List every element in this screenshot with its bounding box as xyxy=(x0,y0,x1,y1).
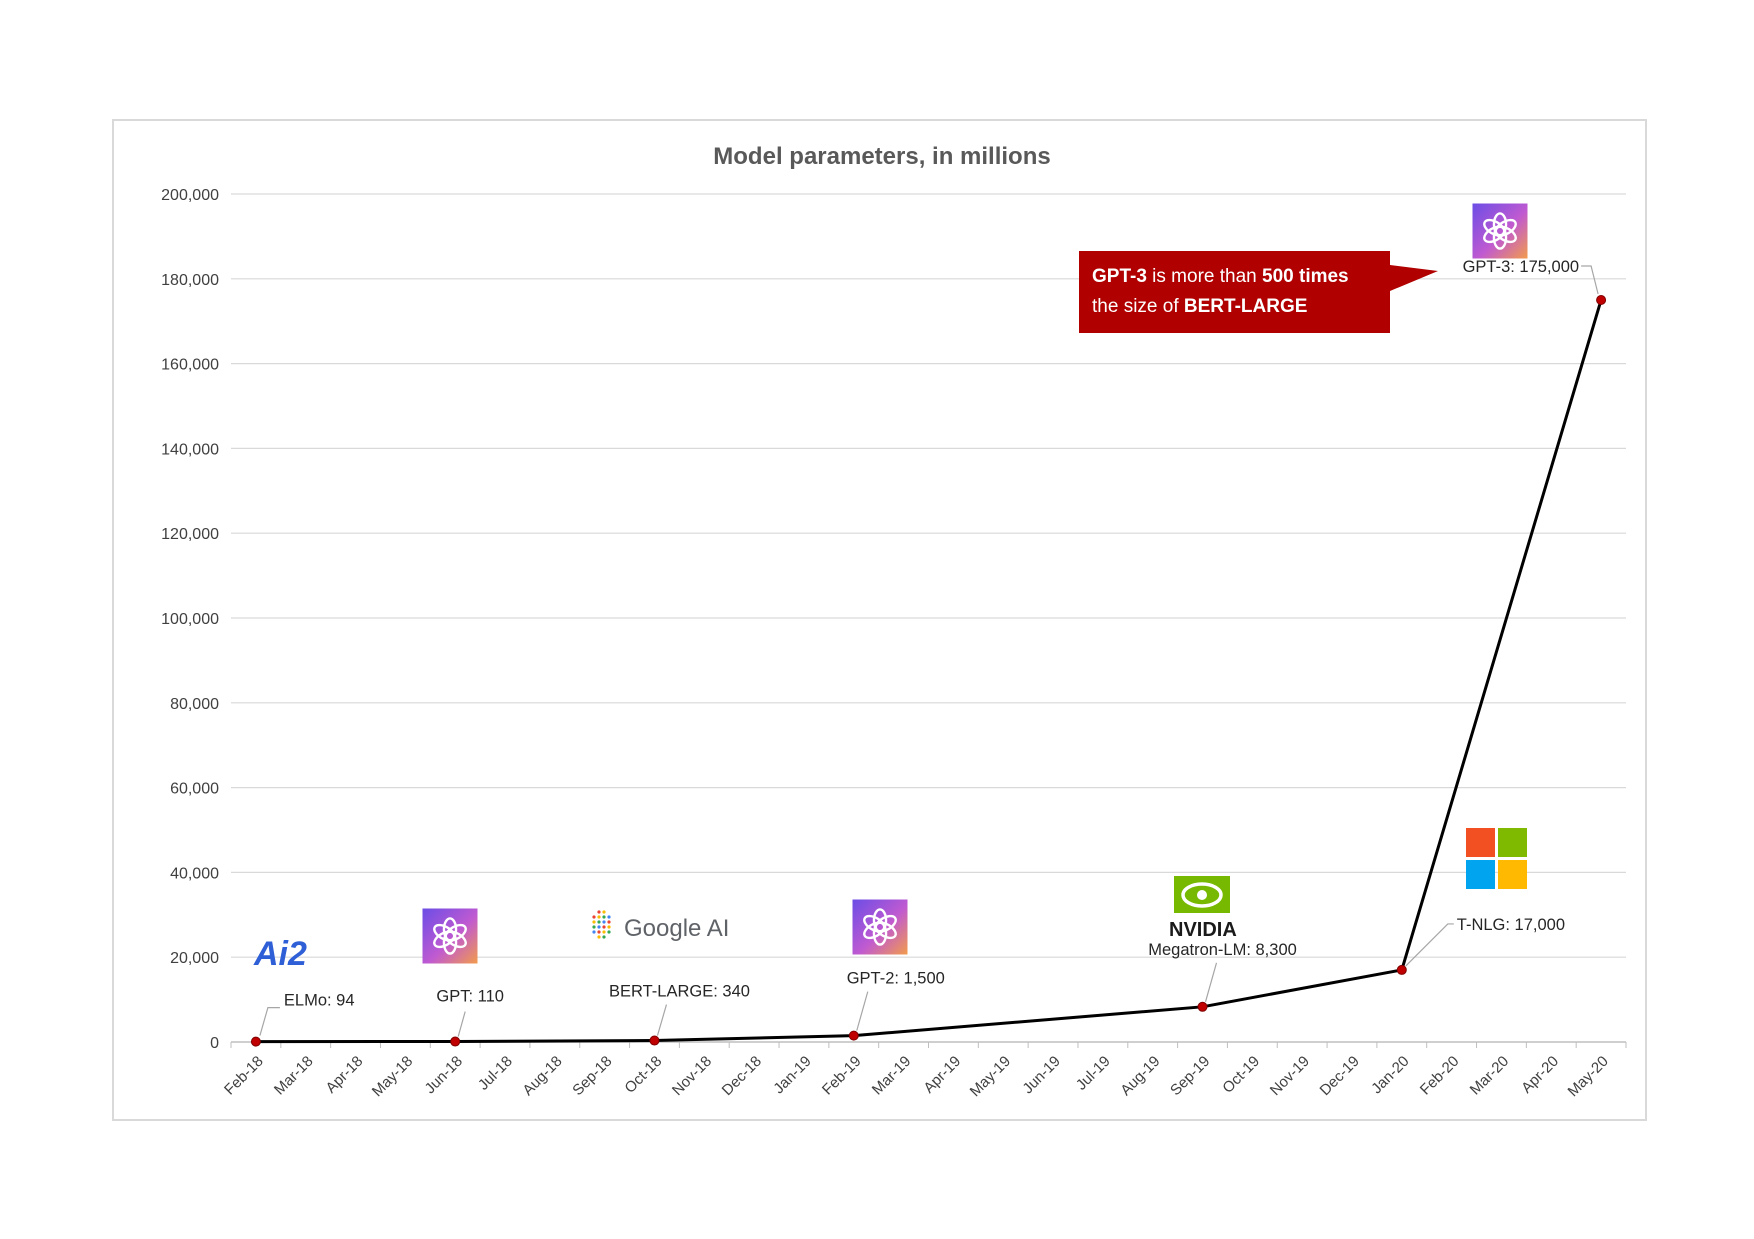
x-tick-label: Apr-19 xyxy=(920,1053,964,1097)
x-tick-label: Oct-19 xyxy=(1219,1053,1263,1097)
leader-line xyxy=(1204,962,1218,1002)
y-tick-label: 180,000 xyxy=(161,272,219,289)
callout-box xyxy=(1079,251,1438,333)
data-label: Megatron-LM: 8,300 xyxy=(1148,941,1297,959)
x-tick-label: Mar-20 xyxy=(1467,1053,1513,1099)
data-point-marker xyxy=(848,1030,859,1041)
x-tick-label: Sep-19 xyxy=(1167,1053,1213,1099)
microsoft-logo xyxy=(1466,828,1527,889)
leader-line xyxy=(656,1004,668,1036)
chart-title: Model parameters, in millions xyxy=(713,143,1050,170)
data-point-marker xyxy=(450,1036,461,1047)
y-tick-label: 20,000 xyxy=(170,950,219,967)
callout-line1: GPT-3 is more than 500 times xyxy=(1092,266,1349,287)
y-tick-label: 100,000 xyxy=(161,611,219,628)
callout-line2-text: the size of xyxy=(1092,296,1184,317)
svg-text:Google AI: Google AI xyxy=(624,915,729,942)
data-label: GPT-3: 175,000 xyxy=(1463,258,1580,276)
y-tick-label: 80,000 xyxy=(170,696,219,713)
x-tick-label: Aug-19 xyxy=(1117,1053,1163,1099)
x-tick-label: Jan-19 xyxy=(770,1053,814,1097)
leader-line xyxy=(856,991,869,1031)
x-tick-label: Apr-20 xyxy=(1518,1053,1562,1097)
x-tick-label: Nov-19 xyxy=(1267,1053,1313,1099)
x-tick-label: Jan-20 xyxy=(1368,1053,1412,1097)
x-tick-label: Mar-18 xyxy=(271,1053,317,1099)
x-tick-label: Jul-19 xyxy=(1073,1053,1114,1094)
x-tick-label: Dec-18 xyxy=(719,1053,765,1099)
data-label: ELMo: 94 xyxy=(284,992,355,1010)
y-tick-label: 200,000 xyxy=(161,187,219,204)
data-point-marker xyxy=(649,1035,660,1046)
callout-bold-gpt3: GPT-3 xyxy=(1092,266,1147,287)
data-point-marker xyxy=(1197,1001,1208,1012)
line-chart: Model parameters, in millions 0 20,000 40,… xyxy=(161,143,1627,1100)
openai-logo xyxy=(852,899,908,955)
ai2-logo: Ai2 xyxy=(253,935,307,973)
data-point-marker xyxy=(1396,964,1407,975)
leader-line xyxy=(457,1011,466,1037)
chart-frame: Model parameters, in millions 0 20,000 40,… xyxy=(112,119,1647,1121)
x-tick-label: Dec-19 xyxy=(1317,1053,1363,1099)
leader-line xyxy=(1405,923,1454,967)
data-label: T-NLG: 17,000 xyxy=(1457,916,1565,934)
data-label: GPT-2: 1,500 xyxy=(847,970,945,988)
google-ai-logo: Google AI xyxy=(592,910,729,942)
x-tick-label: Jun-18 xyxy=(422,1053,466,1097)
y-tick-label: 40,000 xyxy=(170,865,219,882)
data-labels: ELMo: 94 GPT: 110 BERT-LARGE: 340 GPT-2: 1,… xyxy=(284,258,1579,1010)
x-tick-label: Feb-20 xyxy=(1417,1053,1463,1099)
y-tick-label: 60,000 xyxy=(170,781,219,798)
openai-logo xyxy=(422,908,478,964)
nvidia-logo: NVIDIA xyxy=(1169,876,1237,941)
x-tick-label: Sep-18 xyxy=(569,1053,615,1099)
callout: GPT-3 is more than 500 times the size of… xyxy=(1079,251,1438,333)
y-axis-ticks: 0 20,000 40,000 60,000 80,000 100,000 120,000 1… xyxy=(161,187,219,1052)
x-tick-label: May-18 xyxy=(369,1053,416,1100)
x-tick-label: Feb-18 xyxy=(221,1053,267,1099)
y-tick-label: 0 xyxy=(210,1035,219,1052)
x-tick-label: Mar-19 xyxy=(869,1053,915,1099)
x-tick-label: Feb-19 xyxy=(819,1053,865,1099)
leader-line xyxy=(1581,265,1599,295)
label-leader-lines xyxy=(259,265,1599,1037)
y-tick-label: 140,000 xyxy=(161,441,219,458)
y-tick-label: 160,000 xyxy=(161,357,219,374)
data-markers xyxy=(250,295,1607,1047)
callout-mid-text: is more than xyxy=(1147,266,1262,287)
leader-line xyxy=(259,1007,280,1036)
data-label: GPT: 110 xyxy=(436,988,504,1006)
svg-text:NVIDIA: NVIDIA xyxy=(1169,919,1237,941)
x-tick-label: Aug-18 xyxy=(519,1053,565,1099)
model-logos: Ai2 Google AI NVIDIA xyxy=(253,203,1528,973)
x-tick-label: Nov-18 xyxy=(669,1053,715,1099)
callout-bold-times: 500 times xyxy=(1262,266,1349,287)
svg-text:Ai2: Ai2 xyxy=(253,935,307,973)
x-tick-label: Oct-18 xyxy=(621,1053,665,1097)
x-tick-label: May-19 xyxy=(967,1053,1014,1100)
x-axis-ticks: Feb-18 Mar-18 Apr-18 May-18 Jun-18 Jul-18 Aug-… xyxy=(221,1042,1627,1100)
callout-bold-bert: BERT-LARGE xyxy=(1184,296,1308,317)
callout-line2: the size of BERT-LARGE xyxy=(1092,296,1307,317)
data-point-marker xyxy=(1596,295,1607,305)
x-tick-label: Jun-19 xyxy=(1019,1053,1063,1097)
data-label: BERT-LARGE: 340 xyxy=(609,983,750,1001)
data-point-marker xyxy=(250,1036,261,1047)
openai-logo xyxy=(1472,203,1528,259)
x-tick-label: Jul-18 xyxy=(475,1053,516,1094)
x-tick-label: Apr-18 xyxy=(323,1053,367,1097)
x-tick-label: May-20 xyxy=(1565,1053,1612,1100)
y-tick-label: 120,000 xyxy=(161,526,219,543)
